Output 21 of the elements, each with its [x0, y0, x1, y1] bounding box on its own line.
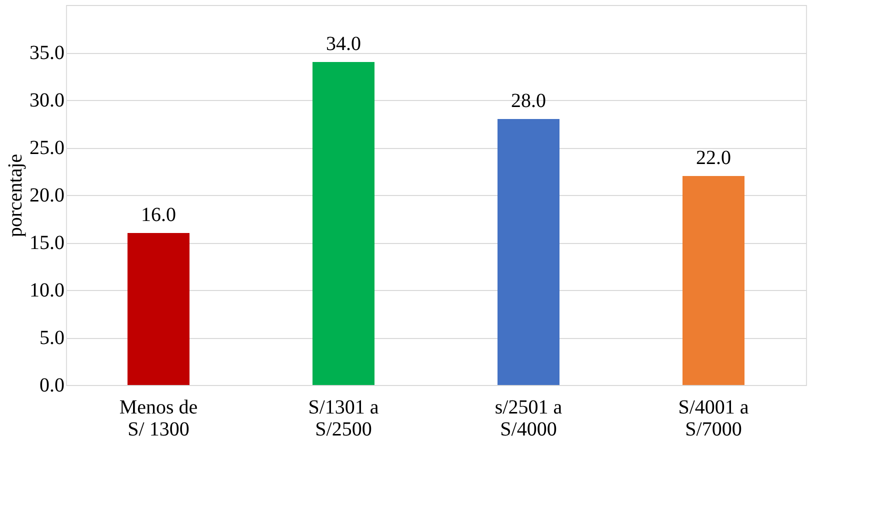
- data-label: 34.0: [326, 33, 361, 55]
- data-label: 28.0: [511, 90, 546, 112]
- y-tick-label: 35.0: [30, 42, 64, 64]
- y-tick-label: 20.0: [30, 184, 64, 206]
- bar: [128, 233, 190, 385]
- y-tick-label: 25.0: [30, 137, 64, 159]
- y-tick-label: 30.0: [30, 90, 64, 112]
- data-label: 16.0: [141, 204, 176, 226]
- bar: [498, 119, 560, 385]
- bar: [312, 62, 374, 385]
- y-axis-title: porcentaje: [4, 154, 26, 238]
- bar: [682, 176, 744, 385]
- data-label: 22.0: [696, 147, 731, 169]
- x-tick-label: S/4001 a S/7000: [678, 396, 749, 440]
- x-tick-label: S/1301 a S/2500: [308, 396, 379, 440]
- y-tick-label: 10.0: [30, 280, 64, 302]
- y-tick-label: 5.0: [40, 327, 64, 349]
- x-tick-label: Menos de S/ 1300: [119, 396, 198, 440]
- y-tick-label: 15.0: [30, 232, 64, 254]
- x-tick-label: s/2501 a S/4000: [494, 396, 562, 440]
- y-tick-label: 0.0: [40, 374, 64, 396]
